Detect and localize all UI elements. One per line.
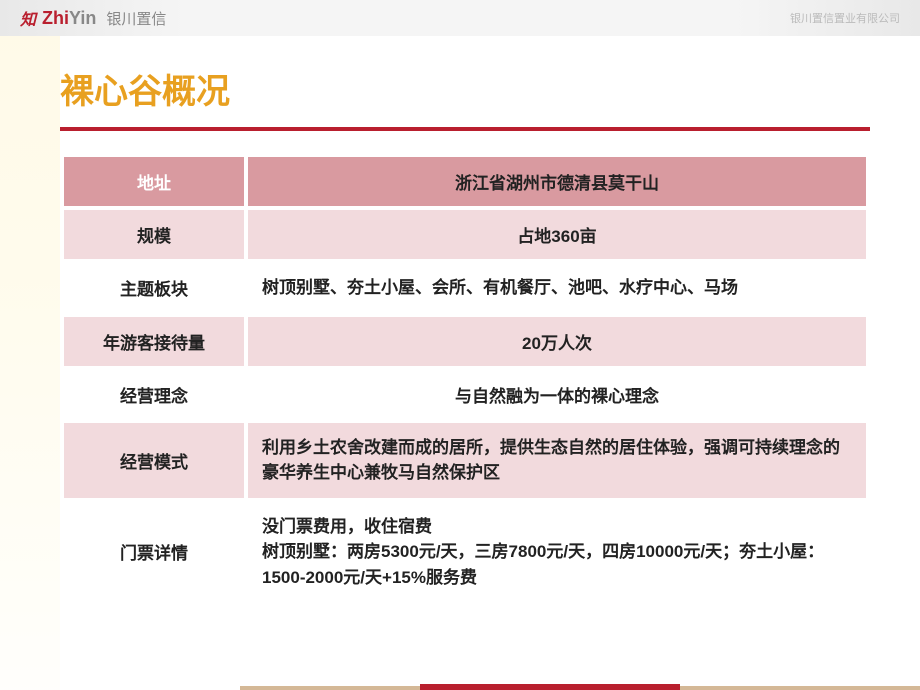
cell-value-address: 浙江省湖州市德清县莫干山 <box>248 157 866 206</box>
logo-mark-icon: 知 <box>20 6 36 30</box>
info-table: 地址 浙江省湖州市德清县莫干山 规模 占地360亩 主题板块 树顶别墅、夯土小屋… <box>60 153 870 606</box>
title-block: 裸心谷概况 <box>0 36 920 141</box>
cell-value-ticket: 没门票费用，收住宿费树顶别墅：两房5300元/天，三房7800元/天，四房100… <box>248 502 866 603</box>
table-row: 经营模式 利用乡土农舍改建而成的居所，提供生态自然的居住体验，强调可持续理念的豪… <box>64 423 866 498</box>
cell-value-scale: 占地360亩 <box>248 210 866 259</box>
logo-en-gray: Yin <box>69 8 96 28</box>
cell-value-philosophy: 与自然融为一体的裸心理念 <box>248 370 866 419</box>
footer-accent <box>0 684 920 690</box>
cell-label-theme: 主题板块 <box>64 263 244 313</box>
cell-label-ticket: 门票详情 <box>64 502 244 603</box>
info-table-wrap: 地址 浙江省湖州市德清县莫干山 规模 占地360亩 主题板块 树顶别墅、夯土小屋… <box>0 141 920 606</box>
header-right-text: 银川置信置业有限公司 <box>790 10 900 26</box>
table-row: 门票详情 没门票费用，收住宿费树顶别墅：两房5300元/天，三房7800元/天，… <box>64 502 866 603</box>
title-underline <box>60 127 870 131</box>
logo-cn: 银川置信 <box>106 8 166 29</box>
table-row: 地址 浙江省湖州市德清县莫干山 <box>64 157 866 206</box>
table-row: 经营理念 与自然融为一体的裸心理念 <box>64 370 866 419</box>
cell-value-model: 利用乡土农舍改建而成的居所，提供生态自然的居住体验，强调可持续理念的豪华养生中心… <box>248 423 866 498</box>
cell-value-visitors: 20万人次 <box>248 317 866 366</box>
cell-label-philosophy: 经营理念 <box>64 370 244 419</box>
logo-en-red: Zhi <box>42 8 69 28</box>
cell-label-visitors: 年游客接待量 <box>64 317 244 366</box>
table-row: 规模 占地360亩 <box>64 210 866 259</box>
table-row: 年游客接待量 20万人次 <box>64 317 866 366</box>
cell-label-scale: 规模 <box>64 210 244 259</box>
logo-text: ZhiYin <box>42 8 96 29</box>
cell-value-theme: 树顶别墅、夯土小屋、会所、有机餐厅、池吧、水疗中心、马场 <box>248 263 866 313</box>
page-title: 裸心谷概况 <box>60 64 870 113</box>
header-bar: 知 ZhiYin 银川置信 银川置信置业有限公司 <box>0 0 920 36</box>
cell-label-model: 经营模式 <box>64 423 244 498</box>
cell-label-address: 地址 <box>64 157 244 206</box>
logo-area: 知 ZhiYin 银川置信 <box>20 6 166 30</box>
table-row: 主题板块 树顶别墅、夯土小屋、会所、有机餐厅、池吧、水疗中心、马场 <box>64 263 866 313</box>
